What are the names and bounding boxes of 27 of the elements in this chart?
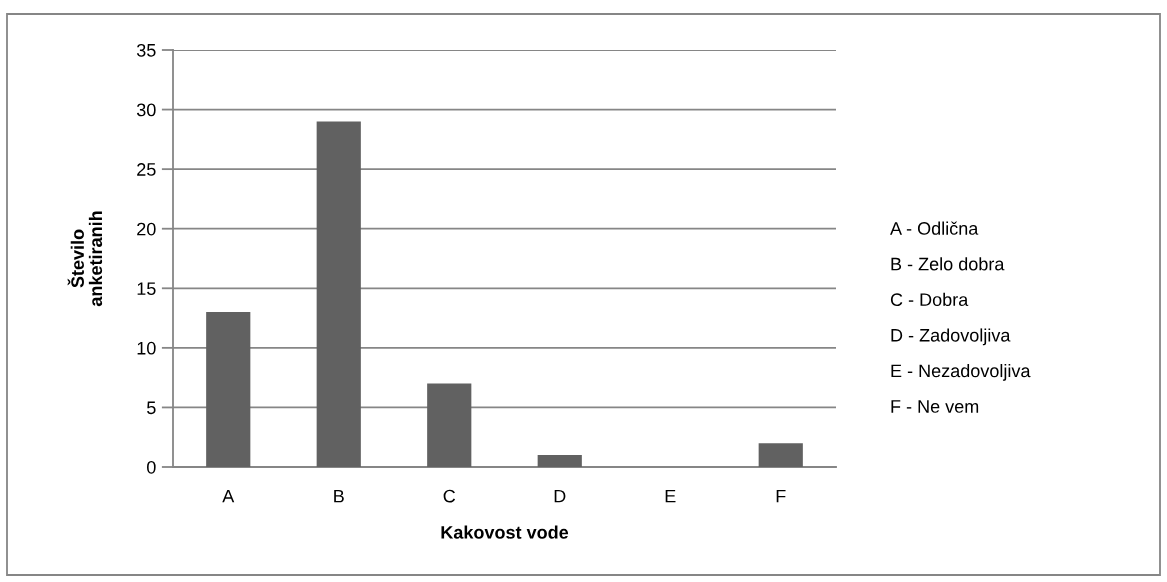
bar [316, 121, 361, 467]
text: B - Zelo dobra [891, 257, 1005, 271]
y-tick-label: 0 [147, 460, 156, 474]
text: A - Odlična [890, 221, 979, 235]
y-tick-label: 20 [137, 222, 156, 236]
text: F - Ne vem [891, 400, 979, 413]
bar [206, 312, 251, 467]
bar [758, 443, 803, 467]
y-tick-label: 25 [137, 163, 156, 176]
bar [537, 455, 582, 467]
x-tick-label: B [334, 489, 344, 503]
x-tick-label: D [554, 489, 566, 503]
x-tick-label: C [443, 489, 456, 503]
y-tick-label: 10 [137, 341, 156, 355]
y-tick-label: 30 [136, 103, 156, 117]
x-tick-label: E [665, 489, 676, 503]
bar [427, 383, 472, 467]
x-axis-title: Kakovost vode [441, 525, 569, 539]
text: D - Zadovoljiva [891, 328, 1011, 346]
y-tick-label: 5 [147, 401, 156, 415]
y-tick-label: 35 [136, 43, 156, 57]
y-axis-title: Število anketiranih [67, 211, 103, 307]
text: C - Dobra [890, 292, 969, 307]
x-tick-label: A [222, 489, 235, 503]
y-tick-label: 15 [137, 282, 156, 296]
x-tick-label: F [776, 489, 786, 503]
text: E - Nezadovoljiva [891, 363, 1031, 381]
